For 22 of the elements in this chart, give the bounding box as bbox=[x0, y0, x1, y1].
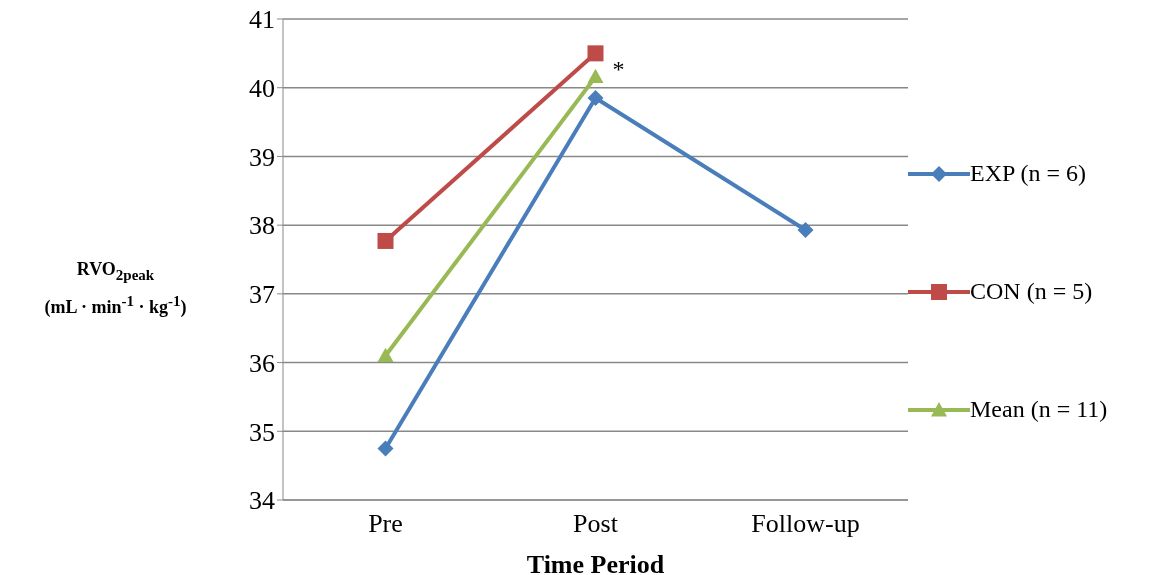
x-tick-label: Follow-up bbox=[751, 509, 860, 539]
point bbox=[377, 232, 394, 249]
y-tick-label: 38 bbox=[249, 211, 275, 241]
legend-label: EXP (n = 6) bbox=[970, 160, 1086, 187]
y-tick-label: 35 bbox=[249, 417, 275, 447]
legend-label: Mean (n = 11) bbox=[970, 396, 1108, 423]
point bbox=[587, 90, 604, 107]
x-axis-title: Time Period bbox=[526, 550, 665, 575]
point bbox=[587, 45, 604, 62]
annotation: * bbox=[612, 55, 625, 82]
y-tick-label: 40 bbox=[249, 73, 275, 103]
y-tick-label: 36 bbox=[249, 348, 275, 378]
point bbox=[797, 221, 814, 238]
x-tick-label: Post bbox=[573, 509, 619, 539]
x-tick-label: Pre bbox=[368, 509, 403, 539]
y-tick-label: 37 bbox=[249, 280, 275, 310]
y-axis-title: RVO$_{2peak}$ (mL · min$^{-1}$ · kg$^{-1}$) bbox=[43, 258, 188, 319]
y-tick-label: 39 bbox=[249, 142, 275, 172]
legend-label: CON (n = 5) bbox=[970, 278, 1093, 305]
y-tick-label: 41 bbox=[249, 5, 275, 35]
point bbox=[377, 440, 394, 457]
y-tick-label: 34 bbox=[249, 486, 275, 516]
